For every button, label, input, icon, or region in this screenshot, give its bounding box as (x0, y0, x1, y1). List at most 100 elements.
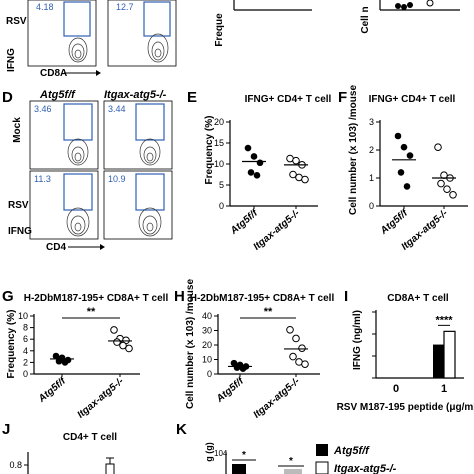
panel-g: G H-2DbM187-195+ CD8A+ T cell Frequency … (2, 288, 168, 421)
panel-j-title: CD4+ T cell (63, 432, 117, 443)
panel-j: J CD4+ T cell 0.8 (2, 421, 117, 474)
panel-k-partial-bar-2 (284, 469, 302, 474)
panel-d-flow-plot-2 (103, 100, 173, 170)
panel-d-column-label-2: Itgax-atg5-/- (104, 89, 167, 101)
panel-e-y-axis-label: Frequency (%) (204, 116, 215, 185)
legend: Atg5f/f Itgax-atg5-/- (315, 444, 397, 474)
panel-a-partial-label-1: Freque (214, 13, 225, 47)
panel-g-title: H-2DbM187-195+ CD8A+ T cell (24, 293, 169, 304)
panel-d-row-label-mock: Mock (12, 117, 23, 143)
panel-d-contour-2 (139, 138, 161, 166)
panel-a-partial-points (395, 0, 434, 10)
panel-e-letter: E (187, 89, 197, 106)
panel-e-point (250, 153, 258, 160)
panel-d-flow-plot-4 (103, 170, 173, 240)
panel-f-letter: F (338, 89, 347, 106)
panel-d-flow-plot-1 (29, 100, 99, 170)
panel-d-gate-2 (135, 103, 165, 141)
panel-f-point (437, 179, 445, 188)
panel-d-gate-value-4: 10.9 (108, 174, 126, 184)
panel-f-y-tick-label: 2 (369, 145, 374, 155)
panel-g-y-axis-label: Frequency (%) (6, 310, 17, 379)
panel-d-letter: D (2, 89, 13, 106)
panel-g-point (55, 357, 63, 365)
panel-f-y-tick-label: 3 (369, 117, 374, 127)
panel-g-sig-label: ** (87, 306, 96, 318)
panel-h-title: H-2DbM187-195+ CD8A+ T cell (190, 293, 335, 304)
panel-i-x-tick-label: 0 (393, 383, 399, 395)
panel-a-flow-plot-2 (107, 0, 177, 67)
panel-e-y-tick-label: 0 (219, 201, 224, 211)
panel-h-point (292, 334, 300, 343)
panel-h-point (233, 364, 241, 371)
panel-e-point (289, 170, 297, 179)
panel-g-point (113, 338, 121, 346)
panel-e-point (301, 175, 309, 184)
panel-f-y-axis-label: Cell number (x 103) /mouse (348, 85, 359, 215)
panel-e-point (247, 169, 255, 176)
panel-d-gate-1 (63, 103, 93, 141)
panel-a-gate-value-2: 12.7 (116, 2, 134, 12)
panel-j-partial-bar (105, 463, 115, 474)
panel-d-gate-value-2: 3.44 (108, 104, 126, 114)
panel-h-y-tick-label: 20 (202, 340, 212, 350)
legend-label-atg5: Atg5f/f (333, 445, 370, 457)
panel-g-point (119, 341, 127, 350)
panel-d-y-axis-label: IFNG (8, 226, 32, 237)
panel-a-x-arrowhead (96, 70, 101, 76)
panel-a-gate-value-1: 4.18 (36, 2, 54, 12)
legend-swatch-itgax (315, 461, 329, 474)
panel-k: K g (g) 104 * * Atg5f/f Itgax-atg5-/- (176, 421, 397, 474)
panel-h-y-tick-label: 30 (202, 326, 212, 336)
panel-f-y-tick-label: 1 (369, 173, 374, 183)
panel-a-contour-1 (68, 37, 88, 63)
panel-e-point (253, 172, 261, 179)
panel-h-y-axis-label: Cell number (x 103) /mouse (185, 279, 196, 409)
panel-f-point (443, 185, 451, 193)
panel-h-point (286, 325, 294, 334)
panel-g-y-tick-label: 2 (23, 357, 28, 367)
panel-f-point (406, 152, 414, 159)
panel-k-partial-bar-1 (232, 464, 246, 474)
panel-h: H H-2DbM187-195+ CD8A+ T cell Cell numbe… (174, 279, 334, 421)
panel-d-x-axis-label: CD4 (46, 242, 66, 253)
panel-a-gate-2 (143, 1, 171, 37)
panel-h-letter: H (174, 288, 185, 305)
panel-h-sig-label: ** (264, 306, 273, 318)
panel-h-point (301, 360, 309, 368)
panel-e-x-tick-label: Itgax-atg5-/- (251, 207, 302, 252)
panel-a-flow-plot-1 (27, 0, 97, 67)
panel-f-point (449, 191, 457, 199)
panel-h-y-tick-label: 10 (202, 355, 212, 365)
panel-d-x-arrowhead (100, 244, 105, 250)
panel-d-contour-4 (138, 207, 162, 237)
panel-k-y-axis-label: g (g) (204, 442, 214, 462)
panel-d-gate-4 (135, 173, 165, 211)
panel-g-y-tick-label: 8 (23, 323, 28, 333)
panel-d-gate-3 (63, 173, 93, 211)
panel-f-point (397, 169, 405, 176)
panel-d-gate-value-3: 11.3 (34, 174, 51, 184)
panel-h-x-tick-label: Atg5f/f (214, 375, 247, 405)
panel-e-y-tick-label: 10 (214, 159, 224, 169)
panel-i-x-tick-label: 1 (441, 383, 447, 395)
panel-g-x-tick-label: Itgax-atg5-/- (75, 375, 126, 420)
panel-i-bar (443, 330, 456, 379)
panel-f-point (400, 143, 408, 151)
panel-e-point (244, 144, 252, 152)
panel-h-point (298, 344, 306, 352)
panel-h-x-tick-label: Itgax-atg5-/- (251, 375, 302, 420)
panel-e-x-tick-label: Atg5f/f (228, 207, 261, 237)
panel-g-point (125, 344, 133, 353)
panel-i-sig-label: **** (435, 314, 453, 326)
panel-d: D Atg5f/f Itgax-atg5-/- Mock RSV IFNG CD… (2, 89, 173, 253)
panel-f-point (434, 143, 442, 151)
panel-e-point (256, 159, 264, 167)
panel-e-y-tick-label: 15 (214, 138, 224, 148)
panel-h-y-tick-label: 40 (202, 311, 212, 321)
panel-g-y-tick-label: 4 (23, 346, 28, 356)
panel-a-contour-2 (147, 33, 169, 63)
panel-i-title: CD8A+ T cell (387, 293, 449, 304)
panel-k-sig-1: * (242, 450, 246, 461)
panel-k-sig-2: * (289, 456, 293, 467)
